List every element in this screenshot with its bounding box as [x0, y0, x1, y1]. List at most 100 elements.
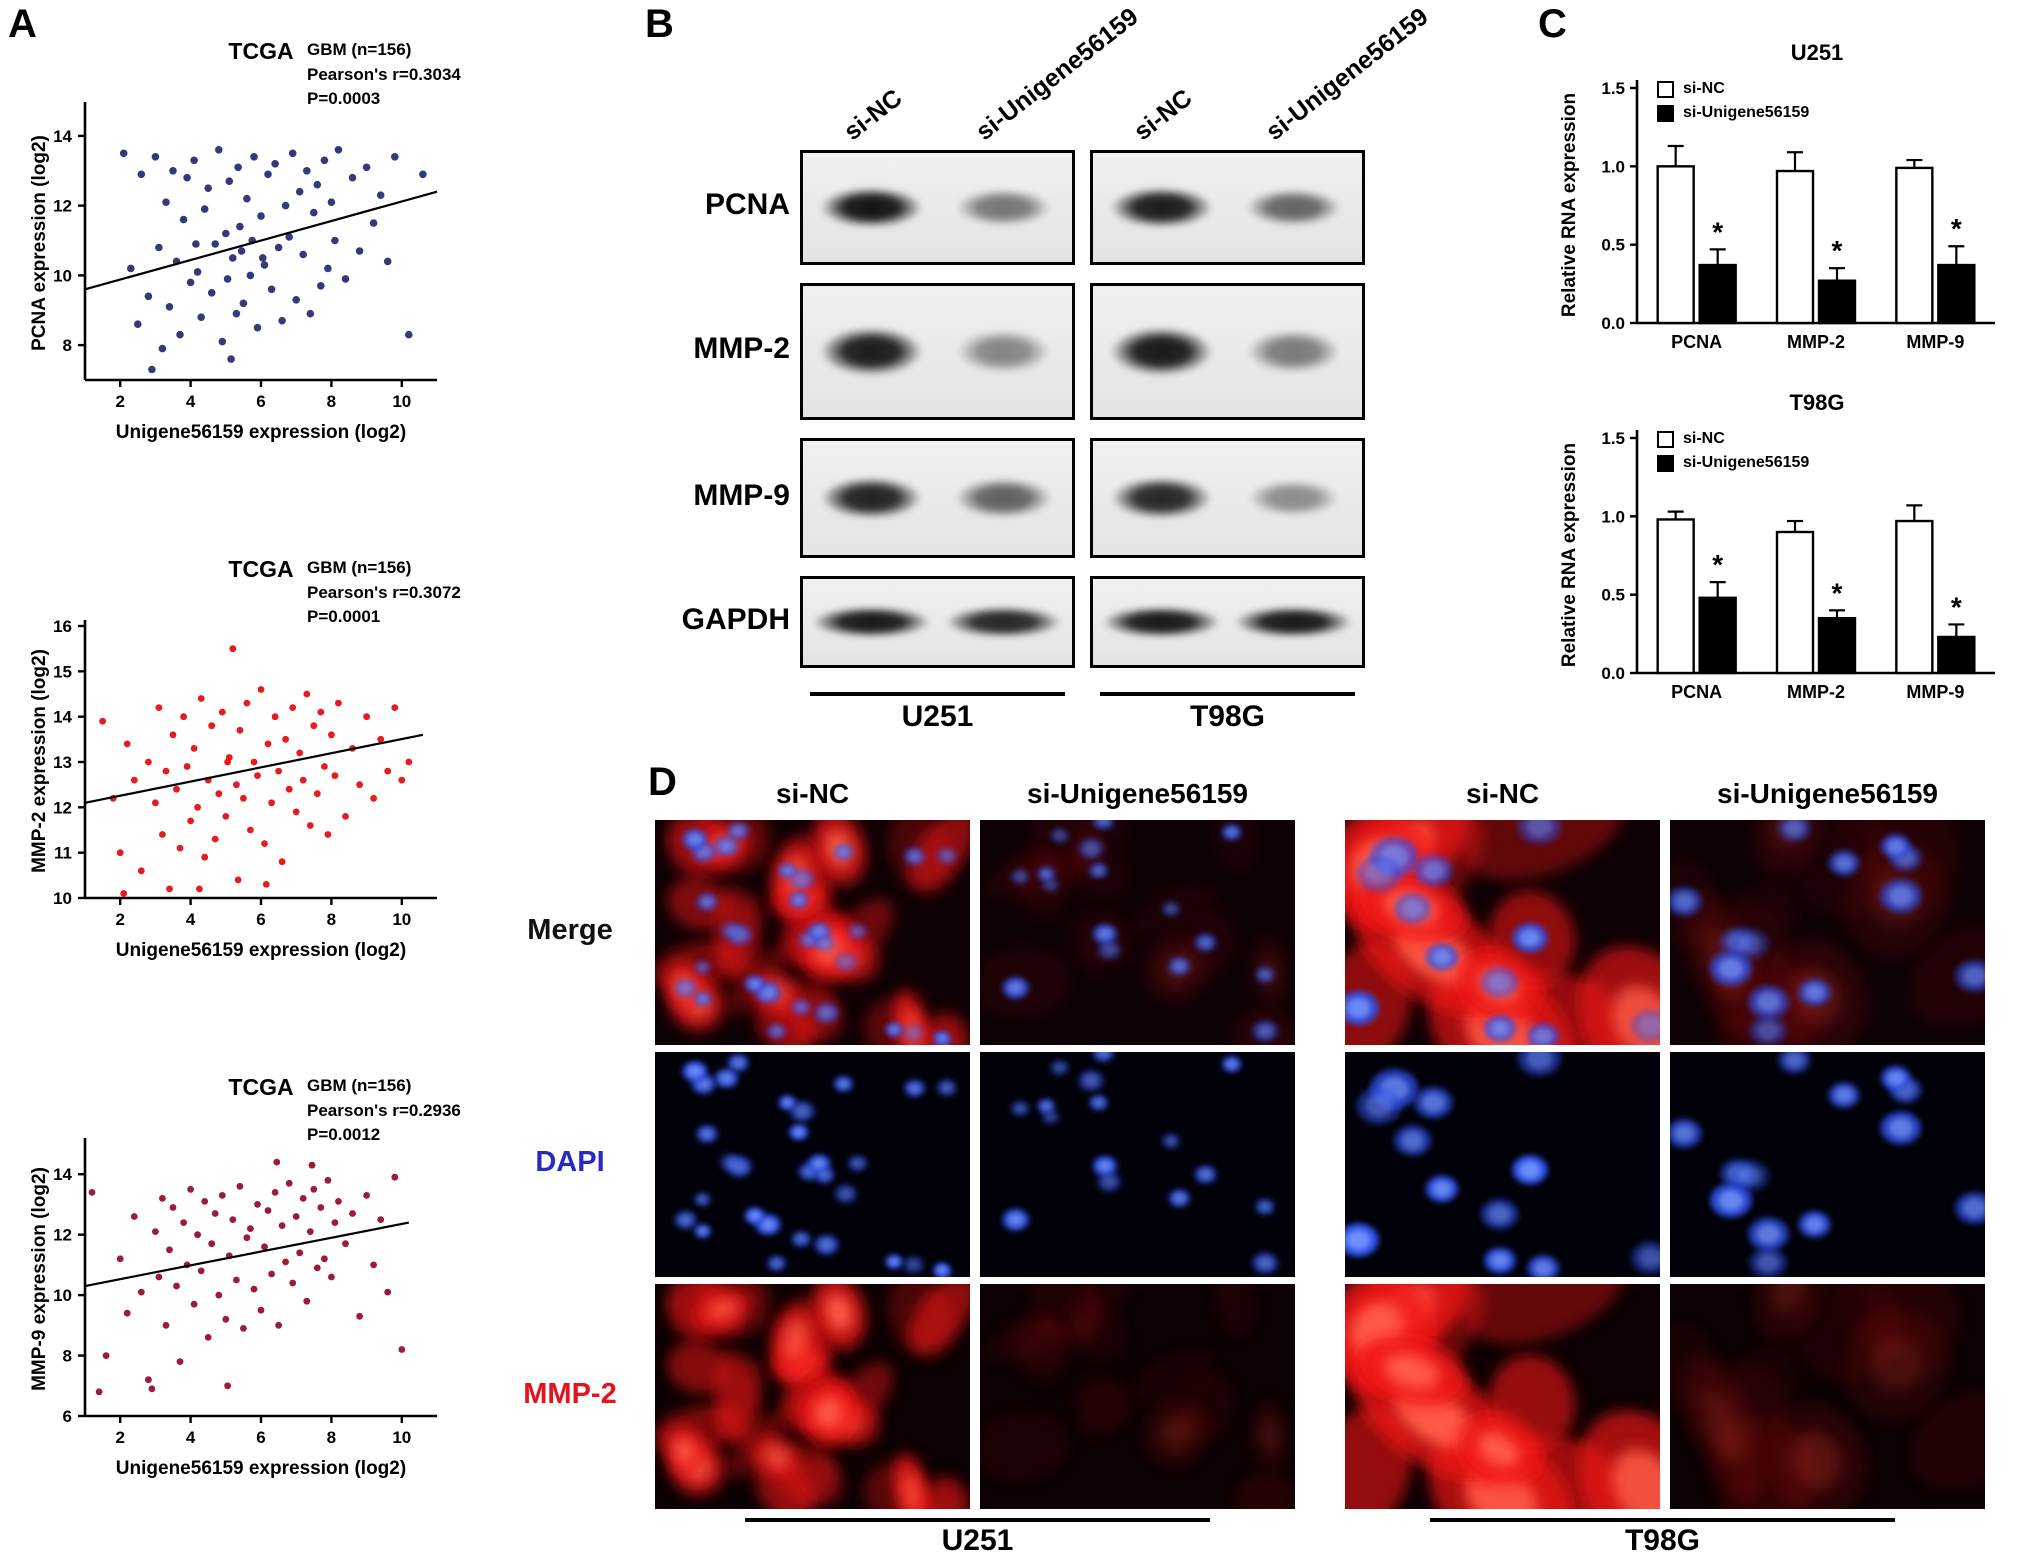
blot-band — [819, 186, 924, 228]
svg-text:11: 11 — [54, 844, 72, 863]
legend-label: si-Unigene56159 — [1683, 104, 1810, 121]
annotation-line: Pearson's r=0.2936 — [307, 1100, 461, 1120]
legend-label: si-Unigene56159 — [1683, 454, 1810, 471]
micro-image-dapi-col3 — [1345, 1052, 1660, 1277]
blot-band — [1102, 605, 1221, 639]
micro-image-mmp2-col4 — [1670, 1284, 1985, 1509]
svg-text:PCNA: PCNA — [1671, 682, 1722, 702]
micro-group-label-u251: U251 — [941, 1524, 1014, 1553]
svg-text:0.0: 0.0 — [1601, 664, 1625, 683]
svg-text:8: 8 — [327, 1428, 336, 1447]
blot-band — [1110, 187, 1213, 228]
svg-text:1.5: 1.5 — [1601, 79, 1625, 98]
blot-band — [820, 476, 923, 520]
annotation-line: GBM (n=156) — [307, 1076, 412, 1095]
scatter-pcna-plot: 2 4 6 8 10 8 10 12 14 — [53, 102, 438, 411]
barchart-u251-legend: si-NC si-Unigene56159 — [1657, 80, 1809, 122]
legend-item: si-NC — [1657, 430, 1809, 448]
legend-swatch-black — [1657, 454, 1674, 472]
micro-image-dapi-col4 — [1670, 1052, 1985, 1277]
barchart-u251-plot: 0.0 0.5 1.0 1.5 PCNA * MMP-2 * MMP-9 * — [1601, 79, 1995, 352]
svg-text:8: 8 — [63, 336, 72, 355]
svg-text:*: * — [1712, 216, 1723, 247]
svg-text:*: * — [1951, 591, 1962, 622]
svg-text:4: 4 — [186, 910, 196, 929]
svg-text:MMP-9: MMP-9 — [1906, 682, 1964, 702]
scatter-mmp9-plot: 2 4 6 8 10 6 8 10 12 14 — [53, 1138, 437, 1447]
scatter-panel-mmp2: TCGA GBM (n=156) Pearson's r=0.3072 P=0.… — [15, 548, 515, 1018]
blot-box-mmp9-u251 — [800, 438, 1075, 558]
micro-image-mmp2-col1 — [655, 1284, 970, 1509]
svg-text:2: 2 — [115, 392, 124, 411]
annotation-line: P=0.0001 — [307, 607, 381, 627]
micro-image-svg — [980, 1284, 1295, 1509]
micro-col-header: si-NC — [775, 778, 850, 809]
blot-lane-header: si-NC — [838, 83, 908, 146]
scatter-mmp9-xlabel: Unigene56159 expression (log2) — [115, 1458, 407, 1479]
micro-image-svg — [674, 1054, 957, 1277]
svg-text:*: * — [1712, 549, 1723, 580]
blot-box-mmp2-t98g — [1090, 283, 1365, 420]
micro-image-merge-col2 — [980, 820, 1295, 1045]
legend-item: si-Unigene56159 — [1657, 104, 1809, 122]
barchart-t98g: 0.0 0.5 1.0 1.5 PCNA * MMP-2 * MMP-9 * T98G Relat… — [1552, 388, 2022, 733]
u251-underline — [810, 692, 1065, 696]
micro-group-label-t98g: T98G — [1624, 1524, 1701, 1553]
micro-image-svg — [980, 820, 1295, 1045]
legend-swatch-black — [1657, 104, 1674, 122]
legend-label: si-NC — [1683, 80, 1725, 97]
svg-text:*: * — [1832, 577, 1843, 608]
blot-band — [1246, 329, 1341, 374]
micro-image-svg — [655, 1284, 970, 1509]
svg-text:6: 6 — [256, 1428, 265, 1447]
svg-text:0.5: 0.5 — [1601, 236, 1625, 255]
blot-band — [1245, 189, 1342, 226]
svg-text:8: 8 — [63, 1347, 72, 1366]
blot-box-mmp9-t98g — [1090, 438, 1365, 558]
svg-text:0.0: 0.0 — [1601, 314, 1625, 333]
svg-text:2: 2 — [115, 910, 124, 929]
svg-text:13: 13 — [53, 753, 72, 772]
blot-group-label-u251: U251 — [901, 700, 974, 733]
t98g-underline — [1430, 1518, 1895, 1522]
panel-b-label: B — [645, 2, 674, 46]
micro-image-svg — [1345, 1052, 1660, 1277]
svg-text:0.5: 0.5 — [1601, 586, 1625, 605]
blot-band — [1110, 326, 1213, 377]
annotation-line: Pearson's r=0.3072 — [307, 582, 461, 602]
barchart-t98g-title: T98G — [1789, 390, 1845, 415]
svg-text:MMP-2: MMP-2 — [1787, 682, 1845, 702]
svg-text:15: 15 — [53, 662, 72, 681]
micro-row-label-merge: Merge — [527, 914, 613, 946]
svg-text:8: 8 — [327, 910, 336, 929]
svg-text:12: 12 — [53, 197, 72, 216]
panel-c-label: C — [1538, 2, 1567, 46]
scatter-mmp9-annotation: GBM (n=156) Pearson's r=0.2936 P=0.0012 — [307, 1074, 515, 1148]
blot-band — [1234, 605, 1353, 639]
svg-text:16: 16 — [53, 617, 72, 636]
svg-text:12: 12 — [53, 1226, 72, 1245]
blot-lane-header: si-NC — [1128, 83, 1198, 146]
micro-image-svg — [655, 820, 970, 1045]
blot-box-mmp2-u251 — [800, 283, 1075, 420]
micro-image-mmp2-col3 — [1345, 1284, 1660, 1509]
micro-image-merge-col1 — [655, 820, 970, 1045]
blot-band — [957, 330, 1050, 373]
micro-image-dapi-col2 — [980, 1052, 1295, 1277]
svg-text:1.5: 1.5 — [1601, 429, 1625, 448]
svg-text:*: * — [1832, 235, 1843, 266]
svg-text:12: 12 — [53, 798, 72, 817]
blot-protein-label: PCNA — [704, 188, 790, 221]
western-blot-panel: si-NC si-Unigene56159 si-NC si-Unigene56… — [640, 0, 1434, 745]
micro-image-mmp2-col2 — [980, 1284, 1295, 1509]
blot-band — [955, 478, 1052, 518]
micro-col-header: si-NC — [1465, 778, 1540, 809]
svg-text:10: 10 — [53, 889, 72, 908]
legend-item: si-Unigene56159 — [1657, 454, 1809, 472]
scatter-pcna-xlabel: Unigene56159 expression (log2) — [115, 422, 407, 443]
annotation-line: P=0.0003 — [307, 89, 381, 109]
blot-box-gapdh-t98g — [1090, 576, 1365, 668]
micro-image-merge-col3 — [1345, 820, 1660, 1045]
blot-band — [956, 189, 1051, 226]
svg-text:14: 14 — [53, 1165, 72, 1184]
